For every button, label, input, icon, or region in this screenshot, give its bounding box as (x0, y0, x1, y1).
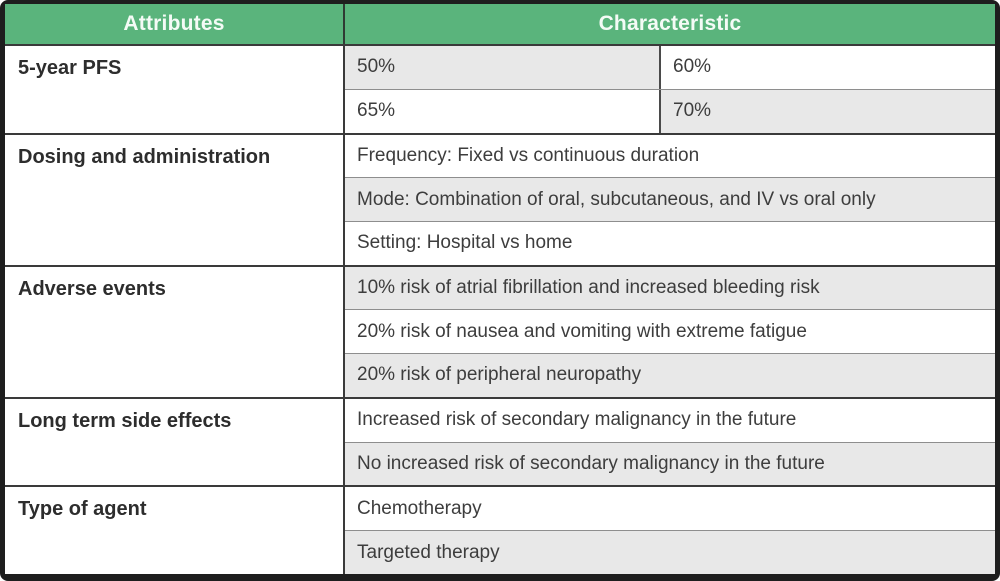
table-section: Dosing and administration Frequency: Fix… (5, 132, 995, 265)
characteristic-text: No increased risk of secondary malignanc… (357, 452, 825, 474)
table-header-row: Attributes Characteristic (5, 4, 995, 44)
characteristic-cell: 20% risk of peripheral neuropathy (345, 354, 995, 397)
characteristic-row: 20% risk of nausea and vomiting with ext… (345, 309, 995, 354)
attribute-label: Type of agent (18, 498, 147, 521)
characteristic-row: Mode: Combination of oral, subcutaneous,… (345, 177, 995, 222)
table-section: Long term side effects Increased risk of… (5, 396, 995, 486)
characteristic-row: Frequency: Fixed vs continuous duration (345, 134, 995, 178)
characteristic-text: 70% (673, 100, 712, 122)
characteristic-cell: 20% risk of nausea and vomiting with ext… (345, 310, 995, 354)
attribute-label: Dosing and administration (18, 145, 271, 168)
characteristic-cell: 50% (345, 46, 661, 89)
attribute-label: 5-year PFS (18, 57, 122, 79)
characteristic-row: Setting: Hospital vs home (345, 221, 995, 265)
attribute-cell: Adverse events (5, 266, 345, 397)
characteristic-rows: Frequency: Fixed vs continuous duration M… (345, 134, 995, 265)
characteristic-cell: Setting: Hospital vs home (345, 222, 995, 265)
characteristic-row: Targeted therapy (345, 530, 995, 574)
characteristic-cell: Chemotherapy (345, 487, 995, 531)
characteristic-cell: No increased risk of secondary malignanc… (345, 442, 995, 486)
characteristic-cell: Increased risk of secondary malignancy i… (345, 398, 995, 442)
characteristic-text: Chemotherapy (357, 497, 482, 519)
characteristic-text: 60% (673, 56, 712, 78)
characteristic-cell: 65% (345, 89, 661, 133)
characteristic-rows: 50% 60% 65% 70% (345, 46, 995, 133)
characteristic-text: Increased risk of secondary malignancy i… (357, 409, 797, 431)
table-inner: Attributes Characteristic 5-year PFS 50%… (5, 4, 995, 574)
characteristic-row: No increased risk of secondary malignanc… (345, 441, 995, 486)
attribute-cell: 5-year PFS (5, 46, 345, 133)
attribute-label: Long term side effects (18, 409, 232, 432)
characteristic-rows: Increased risk of secondary malignancy i… (345, 398, 995, 486)
characteristic-row: 65% 70% (345, 88, 995, 133)
table-section: Adverse events 10% risk of atrial fibril… (5, 264, 995, 397)
characteristic-cell: 60% (661, 46, 995, 89)
characteristic-text: Setting: Hospital vs home (357, 232, 573, 254)
characteristic-row: 20% risk of peripheral neuropathy (345, 353, 995, 397)
characteristic-text: 50% (357, 56, 396, 78)
characteristic-text: 20% risk of nausea and vomiting with ext… (357, 320, 807, 342)
characteristic-cell: 10% risk of atrial fibrillation and incr… (345, 266, 995, 310)
table-section: 5-year PFS 50% 60% 65% 70% (5, 44, 995, 133)
characteristic-cell: 70% (661, 89, 995, 133)
table-section: Type of agent Chemotherapy Targeted thera… (5, 485, 995, 574)
characteristic-text: Targeted therapy (357, 541, 500, 563)
attribute-cell: Long term side effects (5, 398, 345, 486)
characteristic-text: 20% risk of peripheral neuropathy (357, 364, 642, 386)
characteristic-text: Frequency: Fixed vs continuous duration (357, 145, 700, 166)
characteristic-text: Mode: Combination of oral, subcutaneous,… (357, 188, 876, 210)
characteristic-cell: Frequency: Fixed vs continuous duration (345, 134, 995, 178)
attribute-cell: Dosing and administration (5, 134, 345, 265)
characteristic-row: Increased risk of secondary malignancy i… (345, 398, 995, 442)
characteristic-rows: 10% risk of atrial fibrillation and incr… (345, 266, 995, 397)
characteristic-cell: Targeted therapy (345, 531, 995, 574)
attribute-cell: Type of agent (5, 487, 345, 574)
characteristic-text: 65% (357, 100, 396, 122)
characteristic-rows: Chemotherapy Targeted therapy (345, 487, 995, 574)
characteristic-header-cell: Characteristic (598, 12, 742, 35)
attribute-label: Adverse events (18, 277, 166, 300)
characteristic-row: 50% 60% (345, 46, 995, 89)
characteristic-text: 10% risk of atrial fibrillation and incr… (357, 277, 820, 298)
attributes-header-cell: Attributes (5, 4, 345, 44)
characteristic-row: 10% risk of atrial fibrillation and incr… (345, 266, 995, 310)
table-body: 5-year PFS 50% 60% 65% 70% Dosing and admin… (5, 44, 995, 574)
characteristic-row: Chemotherapy (345, 487, 995, 531)
characteristic-cell: Mode: Combination of oral, subcutaneous,… (345, 178, 995, 222)
